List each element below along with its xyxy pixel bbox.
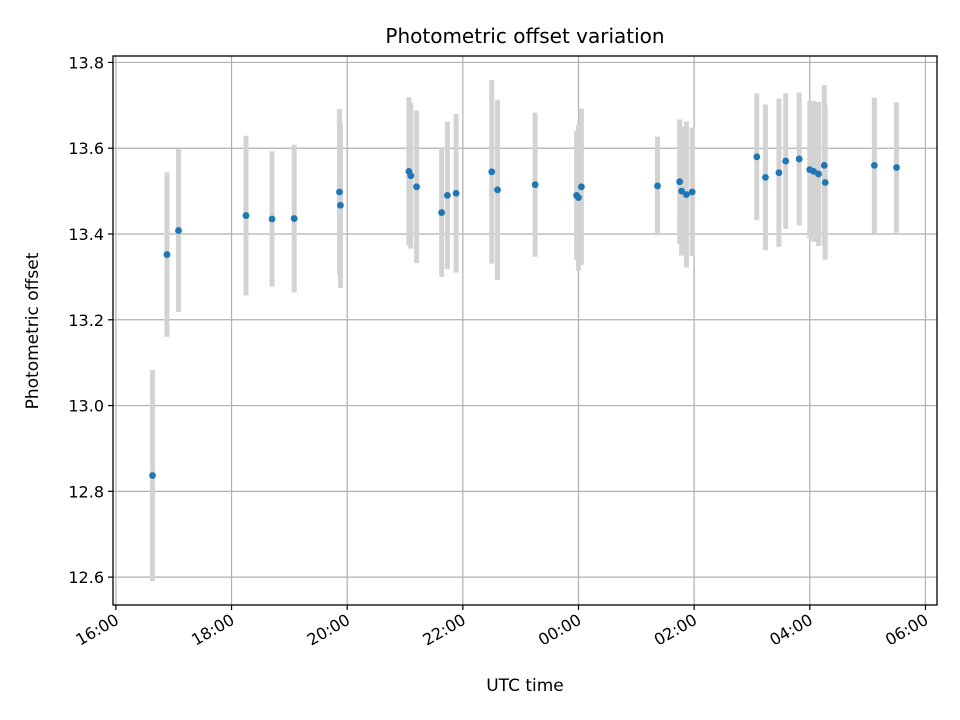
plot-frame — [112, 55, 938, 606]
data-point — [336, 188, 343, 196]
y-tick-label: 12.6 — [68, 568, 104, 587]
x-tick-label: 02:00 — [651, 610, 700, 650]
error-bars — [150, 80, 900, 581]
data-point — [654, 182, 661, 190]
data-point — [575, 194, 582, 201]
axis-ticks — [108, 61, 927, 610]
data-point — [782, 157, 790, 165]
x-axis-label: UTC time — [486, 676, 564, 696]
x-tick-labels: 16:00 18:00 20:00 22:00 00:00 02:00 04:00 06:00 — [72, 610, 931, 650]
y-tick-label: 13.2 — [68, 311, 104, 330]
y-tick-label: 12.8 — [68, 482, 104, 501]
x-tick-label: 16:00 — [72, 610, 121, 650]
x-tick-label: 04:00 — [766, 610, 815, 650]
chart-title: Photometric offset variation — [385, 24, 664, 48]
x-tick-label: 06:00 — [882, 610, 931, 650]
data-point — [290, 215, 298, 222]
data-point — [149, 472, 156, 479]
data-point — [337, 201, 344, 209]
y-tick-label: 13.6 — [68, 139, 104, 158]
x-tick-label: 22:00 — [419, 610, 468, 650]
data-point — [815, 170, 822, 178]
x-tick-label: 18:00 — [188, 610, 237, 650]
data-point — [494, 186, 501, 194]
data-point — [438, 209, 446, 216]
data-point — [488, 168, 496, 176]
data-point — [683, 191, 690, 198]
data-point — [407, 172, 415, 180]
data-point — [678, 187, 686, 195]
data-point — [821, 179, 829, 186]
y-axis-label: Photometric offset — [23, 252, 43, 409]
data-point — [413, 183, 420, 191]
data-point — [577, 183, 585, 191]
data-point — [676, 178, 684, 186]
data-point — [795, 155, 803, 163]
x-tick-label: 20:00 — [304, 610, 353, 650]
y-tick-label: 13.0 — [68, 397, 104, 416]
data-point — [531, 181, 539, 189]
data-point — [452, 189, 460, 197]
y-tick-labels: 12.6 12.8 13.0 13.2 13.4 13.6 13.8 — [68, 53, 104, 587]
data-point — [242, 212, 250, 219]
x-tick-label: 00:00 — [535, 610, 584, 650]
data-point — [444, 191, 451, 199]
y-tick-label: 13.4 — [68, 225, 104, 244]
data-point — [175, 227, 182, 234]
data-point — [820, 161, 828, 169]
data-point — [893, 164, 900, 171]
data-point — [762, 173, 769, 181]
data-point — [688, 188, 696, 196]
y-tick-label: 13.8 — [68, 53, 104, 72]
data-point — [163, 251, 171, 258]
data-point — [775, 169, 783, 177]
data-point — [268, 215, 276, 223]
data-point — [870, 161, 878, 169]
data-points — [149, 153, 900, 479]
data-point — [753, 153, 761, 161]
